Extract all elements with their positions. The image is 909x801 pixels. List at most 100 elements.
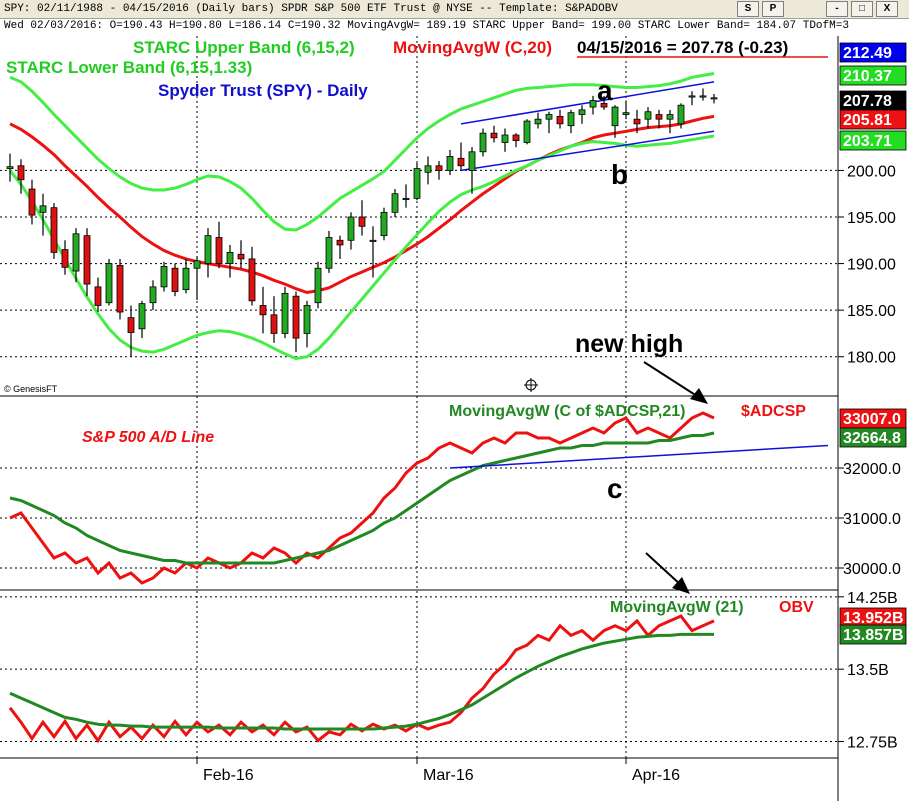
trendline-b [460,130,715,172]
candle [501,128,509,152]
candle [611,105,619,138]
annotation-a: a [597,75,613,106]
obv-moving-avg-line [9,632,714,731]
candle [171,263,179,297]
svg-text:32664.8: 32664.8 [843,430,901,447]
candle [127,305,135,357]
price-badge: 212.49 [839,42,907,63]
data-info-bar: Wed 02/03/2016: O=190.43 H=190.80 L=186.… [0,19,909,35]
price-badge: 207.78 [839,90,907,111]
candle [226,244,234,278]
obv-line-label: OBV [779,599,814,616]
obv-series-group [8,614,715,744]
svg-text:33007.0: 33007.0 [843,411,901,428]
candle [589,95,597,115]
candle [578,105,586,124]
candle [270,296,278,343]
candle [479,128,487,157]
candle [600,95,608,110]
candle [193,256,201,300]
price-tick-label: 185.00 [847,303,896,320]
candle [83,228,91,297]
ad-tick-label: 30000.0 [843,561,901,578]
window-title-bar: SPY: 02/11/1988 - 04/15/2016 (Daily bars… [0,0,909,19]
price-tick-label: 190.00 [847,257,896,274]
candle [325,230,333,273]
candle [457,142,465,171]
candle [358,200,366,236]
candle [512,133,520,148]
candle [39,193,47,236]
candle [105,258,113,306]
trendline-c [449,444,829,469]
candle [61,240,69,275]
price-y-axis: 180.00 185.00 190.00 195.00 200.00 [838,163,896,367]
candle [314,261,322,309]
candle [303,300,311,348]
candle [204,228,212,278]
obv-tick-label: 13.5B [847,662,889,679]
candlestick-group [6,88,718,357]
candle [523,119,531,145]
ad-moving-avg-line [9,431,715,565]
maximize-button[interactable]: □ [851,1,873,17]
candle [259,286,267,334]
price-tick-label: 180.00 [847,350,896,367]
date-x-axis: Feb-16 Mar-16 Apr-16 [196,758,680,784]
obv-badge: 13.952B [839,607,907,628]
svg-text:203.71: 203.71 [843,133,892,150]
bar-info-text: Wed 02/03/2016: O=190.43 H=190.80 L=186.… [4,20,849,32]
candle [138,300,146,339]
candle [182,258,190,294]
ad-ma-label: MovingAvgW (C of $ADCSP,21) [449,403,685,420]
date-tick-label: Feb-16 [203,767,254,784]
ad-y-axis: 30000.0 31000.0 32000.0 [838,461,901,578]
moving-avg-line [9,114,715,295]
candle [6,153,14,182]
ad-tick-label: 32000.0 [843,461,901,478]
candle [666,109,674,134]
candle [567,109,575,134]
candle [468,147,476,194]
candle [28,179,36,225]
candle [248,246,256,306]
candle [655,109,663,129]
legend-moving-avg: MovingAvgW (C,20) [393,38,552,57]
trendline-a [460,81,715,125]
grid-lines [0,36,838,758]
candle [424,156,432,185]
svg-text:13.952B: 13.952B [843,610,904,627]
ad-line [9,411,715,585]
annotation-b: b [611,159,628,190]
price-tick-label: 195.00 [847,210,896,227]
minimize-button[interactable]: - [826,1,848,17]
starc-lower-line [8,134,715,361]
candle [336,235,344,259]
close-button[interactable]: X [876,1,898,17]
annotation-new-high: new high [575,330,683,358]
toolbar-button-p[interactable]: P [762,1,784,17]
candle [490,125,498,143]
crosshair-cursor-icon [524,378,538,392]
svg-text:205.81: 205.81 [843,112,892,129]
candle [391,189,399,217]
value-badges: 212.49 210.37 207.78 205.81 203.71 33007.0 326… [839,42,907,645]
legend-starc-lower: STARC Lower Band (6,15,1.33) [6,58,252,77]
candle [17,159,25,194]
plot-background [0,36,838,758]
candle [380,207,388,241]
obv-tick-label: 14.25B [847,590,898,607]
price-trendlines [460,81,715,172]
date-tick-label: Mar-16 [423,767,474,784]
candle [160,261,168,292]
candle [677,103,685,129]
toolbar-button-s[interactable]: S [737,1,759,17]
candle [699,88,707,101]
candle [688,91,696,106]
price-badge: 203.71 [839,130,907,151]
obv-y-axis: 12.75B 13.5B 14.25B [838,590,898,752]
candle [369,226,377,278]
obv-line [8,614,715,744]
candle [72,228,80,283]
